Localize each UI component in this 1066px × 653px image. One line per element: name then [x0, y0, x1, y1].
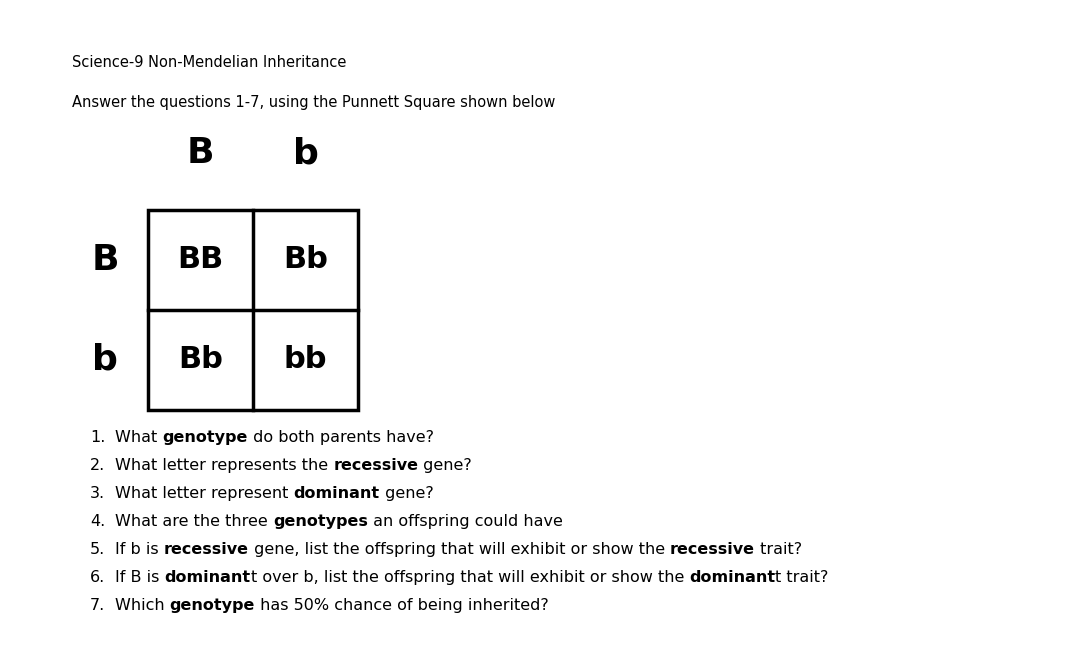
Text: b: b [92, 343, 118, 377]
Text: genotype: genotype [169, 598, 255, 613]
Text: 4.: 4. [90, 514, 106, 529]
Text: recessive: recessive [164, 542, 248, 557]
Text: Bb: Bb [178, 345, 223, 375]
Text: 2.: 2. [90, 458, 106, 473]
Text: 7.: 7. [90, 598, 106, 613]
Text: If b is: If b is [115, 542, 164, 557]
Text: Answer the questions 1-7, using the Punnett Square shown below: Answer the questions 1-7, using the Punn… [72, 95, 555, 110]
Text: bb: bb [284, 345, 327, 375]
Text: gene?: gene? [418, 458, 472, 473]
Text: B: B [187, 136, 214, 170]
Text: BB: BB [177, 246, 224, 274]
Text: b: b [292, 136, 319, 170]
Text: 3.: 3. [90, 486, 106, 501]
Text: 5.: 5. [90, 542, 106, 557]
Text: t over b, list the offspring that will exhibit or show the: t over b, list the offspring that will e… [251, 570, 689, 585]
Text: What letter represent: What letter represent [115, 486, 293, 501]
Text: recessive: recessive [334, 458, 418, 473]
Text: genotype: genotype [162, 430, 247, 445]
Text: t trait?: t trait? [775, 570, 828, 585]
Text: 6.: 6. [90, 570, 106, 585]
Text: has 50% chance of being inherited?: has 50% chance of being inherited? [255, 598, 549, 613]
Text: genotypes: genotypes [273, 514, 368, 529]
Text: dominant: dominant [689, 570, 775, 585]
Text: 1.: 1. [90, 430, 106, 445]
Text: What letter represents the: What letter represents the [115, 458, 334, 473]
Text: trait?: trait? [755, 542, 802, 557]
Text: What are the three: What are the three [115, 514, 273, 529]
Text: dominant: dominant [164, 570, 251, 585]
Bar [148, 210, 358, 410]
Text: dominant: dominant [293, 486, 379, 501]
Text: Which: Which [115, 598, 169, 613]
Text: recessive: recessive [671, 542, 755, 557]
Text: an offspring could have: an offspring could have [368, 514, 563, 529]
Text: gene, list the offspring that will exhibit or show the: gene, list the offspring that will exhib… [248, 542, 671, 557]
Text: Science-9 Non-Mendelian Inheritance: Science-9 Non-Mendelian Inheritance [72, 55, 346, 70]
Text: If B is: If B is [115, 570, 164, 585]
Text: What: What [115, 430, 162, 445]
Text: Bb: Bb [284, 246, 328, 274]
Text: B: B [92, 243, 118, 277]
Text: do both parents have?: do both parents have? [247, 430, 434, 445]
Text: gene?: gene? [379, 486, 434, 501]
